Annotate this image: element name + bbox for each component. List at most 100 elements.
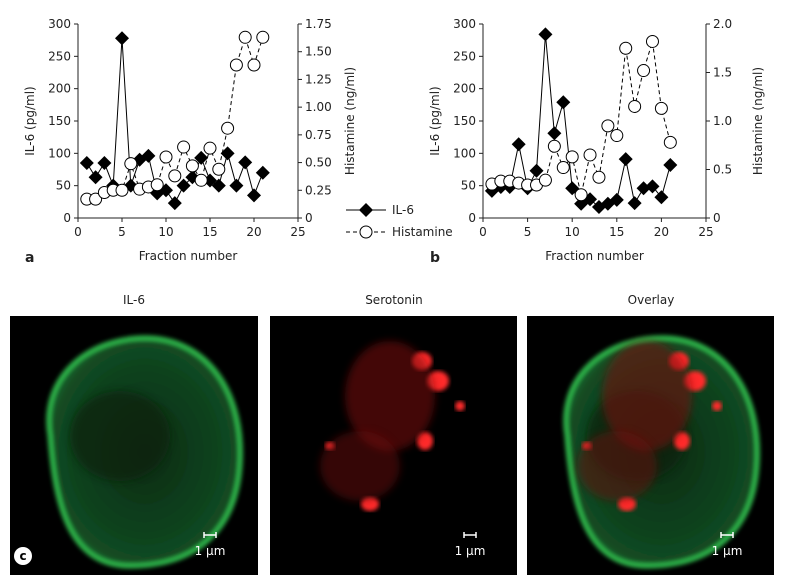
point [176, 178, 191, 193]
point [212, 162, 226, 176]
x-axis-label: Fraction number [545, 249, 644, 263]
x-tick-label: 5 [118, 225, 126, 239]
point [167, 196, 182, 211]
point [556, 95, 571, 110]
legend-label: IL-6 [392, 203, 414, 217]
y-tick-label: 0 [468, 211, 476, 225]
image-title: Overlay [628, 293, 675, 307]
point [529, 163, 544, 178]
micrographs [10, 316, 774, 575]
x-tick-label: 0 [479, 225, 487, 239]
y2-tick-label: 1.50 [305, 45, 332, 59]
image-title: Serotonin [365, 293, 423, 307]
x-tick-label: 20 [246, 225, 261, 239]
point [511, 137, 526, 152]
point [609, 192, 624, 207]
scale-label: 1 μm [712, 544, 743, 558]
scale-bar [203, 532, 217, 538]
point [574, 188, 588, 202]
y2-axis-label: Histamine (ng/ml) [343, 67, 357, 175]
point [556, 161, 570, 175]
y-tick-label: 200 [453, 82, 476, 96]
y-tick-label: 250 [453, 49, 476, 63]
scale-bar [720, 532, 734, 538]
y-tick-label: 100 [453, 146, 476, 160]
point [150, 178, 164, 192]
y2-tick-label: 0.50 [305, 156, 332, 170]
point [229, 178, 244, 193]
point [238, 30, 252, 44]
point [619, 41, 633, 55]
point [654, 101, 668, 115]
x-tick-label: 25 [698, 225, 713, 239]
legend-marker [359, 203, 373, 217]
y-axis-label: IL-6 (pg/ml) [428, 86, 442, 155]
scale-bar [463, 532, 477, 538]
y2-tick-label: 0 [305, 211, 313, 225]
point [645, 179, 660, 194]
point [663, 135, 677, 149]
panel-badge [14, 547, 32, 565]
legend-marker [359, 225, 373, 239]
point [565, 150, 579, 164]
point [256, 30, 270, 44]
point [97, 156, 112, 171]
y2-tick-label: 0.75 [305, 128, 332, 142]
panel-label: a [25, 250, 34, 266]
point [628, 99, 642, 113]
point [592, 170, 606, 184]
point [601, 119, 615, 133]
y-tick-label: 200 [48, 82, 71, 96]
point [194, 173, 208, 187]
point [255, 165, 270, 180]
point [221, 121, 235, 135]
y2-tick-label: 1.75 [305, 17, 332, 31]
scale-label: 1 μm [455, 544, 486, 558]
point [247, 188, 261, 203]
point [229, 58, 243, 72]
y2-tick-label: 1.25 [305, 72, 332, 86]
panel-label: c [19, 549, 26, 563]
point [194, 150, 209, 165]
point [238, 155, 253, 170]
y-tick-label: 50 [56, 179, 71, 193]
point [547, 139, 561, 153]
legend-label: Histamine [392, 225, 453, 239]
y-tick-label: 100 [48, 146, 71, 160]
x-tick-label: 5 [524, 225, 532, 239]
point [185, 159, 199, 173]
point [583, 148, 597, 162]
point [141, 148, 156, 163]
y2-tick-label: 0.5 [713, 163, 732, 177]
y-tick-label: 300 [48, 17, 71, 31]
y-tick-label: 150 [48, 114, 71, 128]
y-tick-label: 50 [461, 179, 476, 193]
point [168, 169, 182, 183]
point [637, 64, 651, 78]
x-tick-label: 25 [290, 225, 305, 239]
y-axis-label: IL-6 (pg/ml) [23, 86, 37, 155]
y2-tick-label: 1.5 [713, 66, 732, 80]
y2-tick-label: 1.00 [305, 100, 332, 114]
y2-tick-label: 1.0 [713, 114, 732, 128]
image-title: IL-6 [123, 293, 145, 307]
point [654, 190, 669, 205]
point [610, 129, 624, 143]
point [177, 140, 191, 154]
panel-label: b [430, 250, 440, 266]
x-tick-label: 10 [158, 225, 173, 239]
point [538, 27, 553, 42]
point [159, 150, 173, 164]
point [645, 34, 659, 48]
point [124, 157, 138, 171]
y-tick-label: 250 [48, 49, 71, 63]
point [88, 170, 103, 185]
y-tick-label: 150 [453, 114, 476, 128]
x-tick-label: 10 [565, 225, 580, 239]
point [89, 192, 103, 206]
cell-green [49, 338, 241, 566]
y2-tick-label: 0 [713, 211, 721, 225]
point [247, 58, 261, 72]
x-axis-label: Fraction number [139, 249, 238, 263]
